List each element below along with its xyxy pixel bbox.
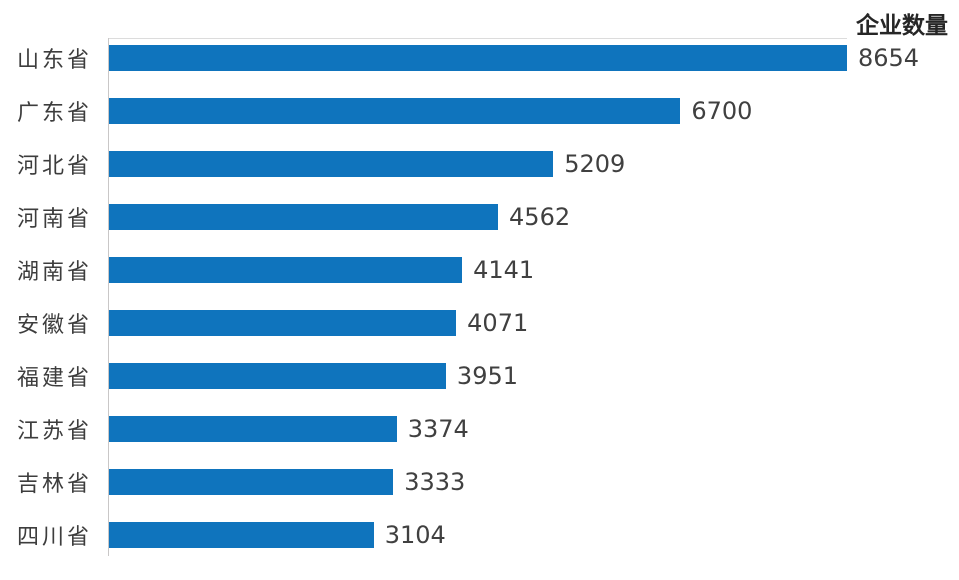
category-label: 福建省 [16, 365, 92, 391]
bar-track: 4562 [109, 190, 959, 243]
category-label: 广东省 [16, 100, 92, 126]
category-label: 安徽省 [16, 312, 92, 338]
chart-row: 湖南省 4141 [0, 243, 959, 296]
bar-track: 3374 [109, 402, 959, 455]
bar [109, 468, 394, 495]
bar [109, 521, 374, 548]
chart-rows: 山东省 8654 广东省 6700 河北省 5209 河南省 [0, 31, 959, 561]
bar [109, 203, 499, 230]
category-label: 河南省 [16, 206, 92, 232]
bar [109, 309, 457, 336]
bar [109, 150, 554, 177]
bar-track: 3951 [109, 349, 959, 402]
plot-top-border [109, 38, 847, 39]
chart-title: 企业数量 [856, 13, 948, 39]
chart-row: 安徽省 4071 [0, 296, 959, 349]
chart-row: 江苏省 3374 [0, 402, 959, 455]
value-label: 4071 [467, 308, 529, 337]
bar-track: 8654 [109, 31, 959, 84]
chart-row: 河南省 4562 [0, 190, 959, 243]
bar-track: 4071 [109, 296, 959, 349]
chart-row: 广东省 6700 [0, 84, 959, 137]
chart-row: 吉林省 3333 [0, 455, 959, 508]
value-label: 3333 [404, 467, 466, 496]
chart-row: 山东省 8654 [0, 31, 959, 84]
category-label: 河北省 [16, 153, 92, 179]
category-label: 吉林省 [16, 471, 92, 497]
bar [109, 256, 463, 283]
y-axis-line [108, 38, 109, 556]
chart-row: 四川省 3104 [0, 508, 959, 561]
bar [109, 415, 397, 442]
value-label: 3104 [384, 520, 446, 549]
bar-track: 5209 [109, 137, 959, 190]
category-label: 山东省 [16, 47, 92, 73]
category-label: 江苏省 [16, 418, 92, 444]
bar-track: 3104 [109, 508, 959, 561]
value-label: 3951 [456, 361, 518, 390]
bar-track: 3333 [109, 455, 959, 508]
value-label: 4562 [509, 202, 571, 231]
chart-row: 河北省 5209 [0, 137, 959, 190]
value-label: 5209 [564, 149, 626, 178]
chart-row: 福建省 3951 [0, 349, 959, 402]
bar [109, 97, 681, 124]
category-label: 湖南省 [16, 259, 92, 285]
bar-track: 6700 [109, 84, 959, 137]
value-label: 6700 [691, 96, 753, 125]
category-label: 四川省 [16, 524, 92, 550]
value-label: 8654 [858, 43, 920, 72]
bar-track: 4141 [109, 243, 959, 296]
value-label: 3374 [407, 414, 469, 443]
bar [109, 44, 847, 71]
bar [109, 362, 446, 389]
value-label: 4141 [473, 255, 535, 284]
